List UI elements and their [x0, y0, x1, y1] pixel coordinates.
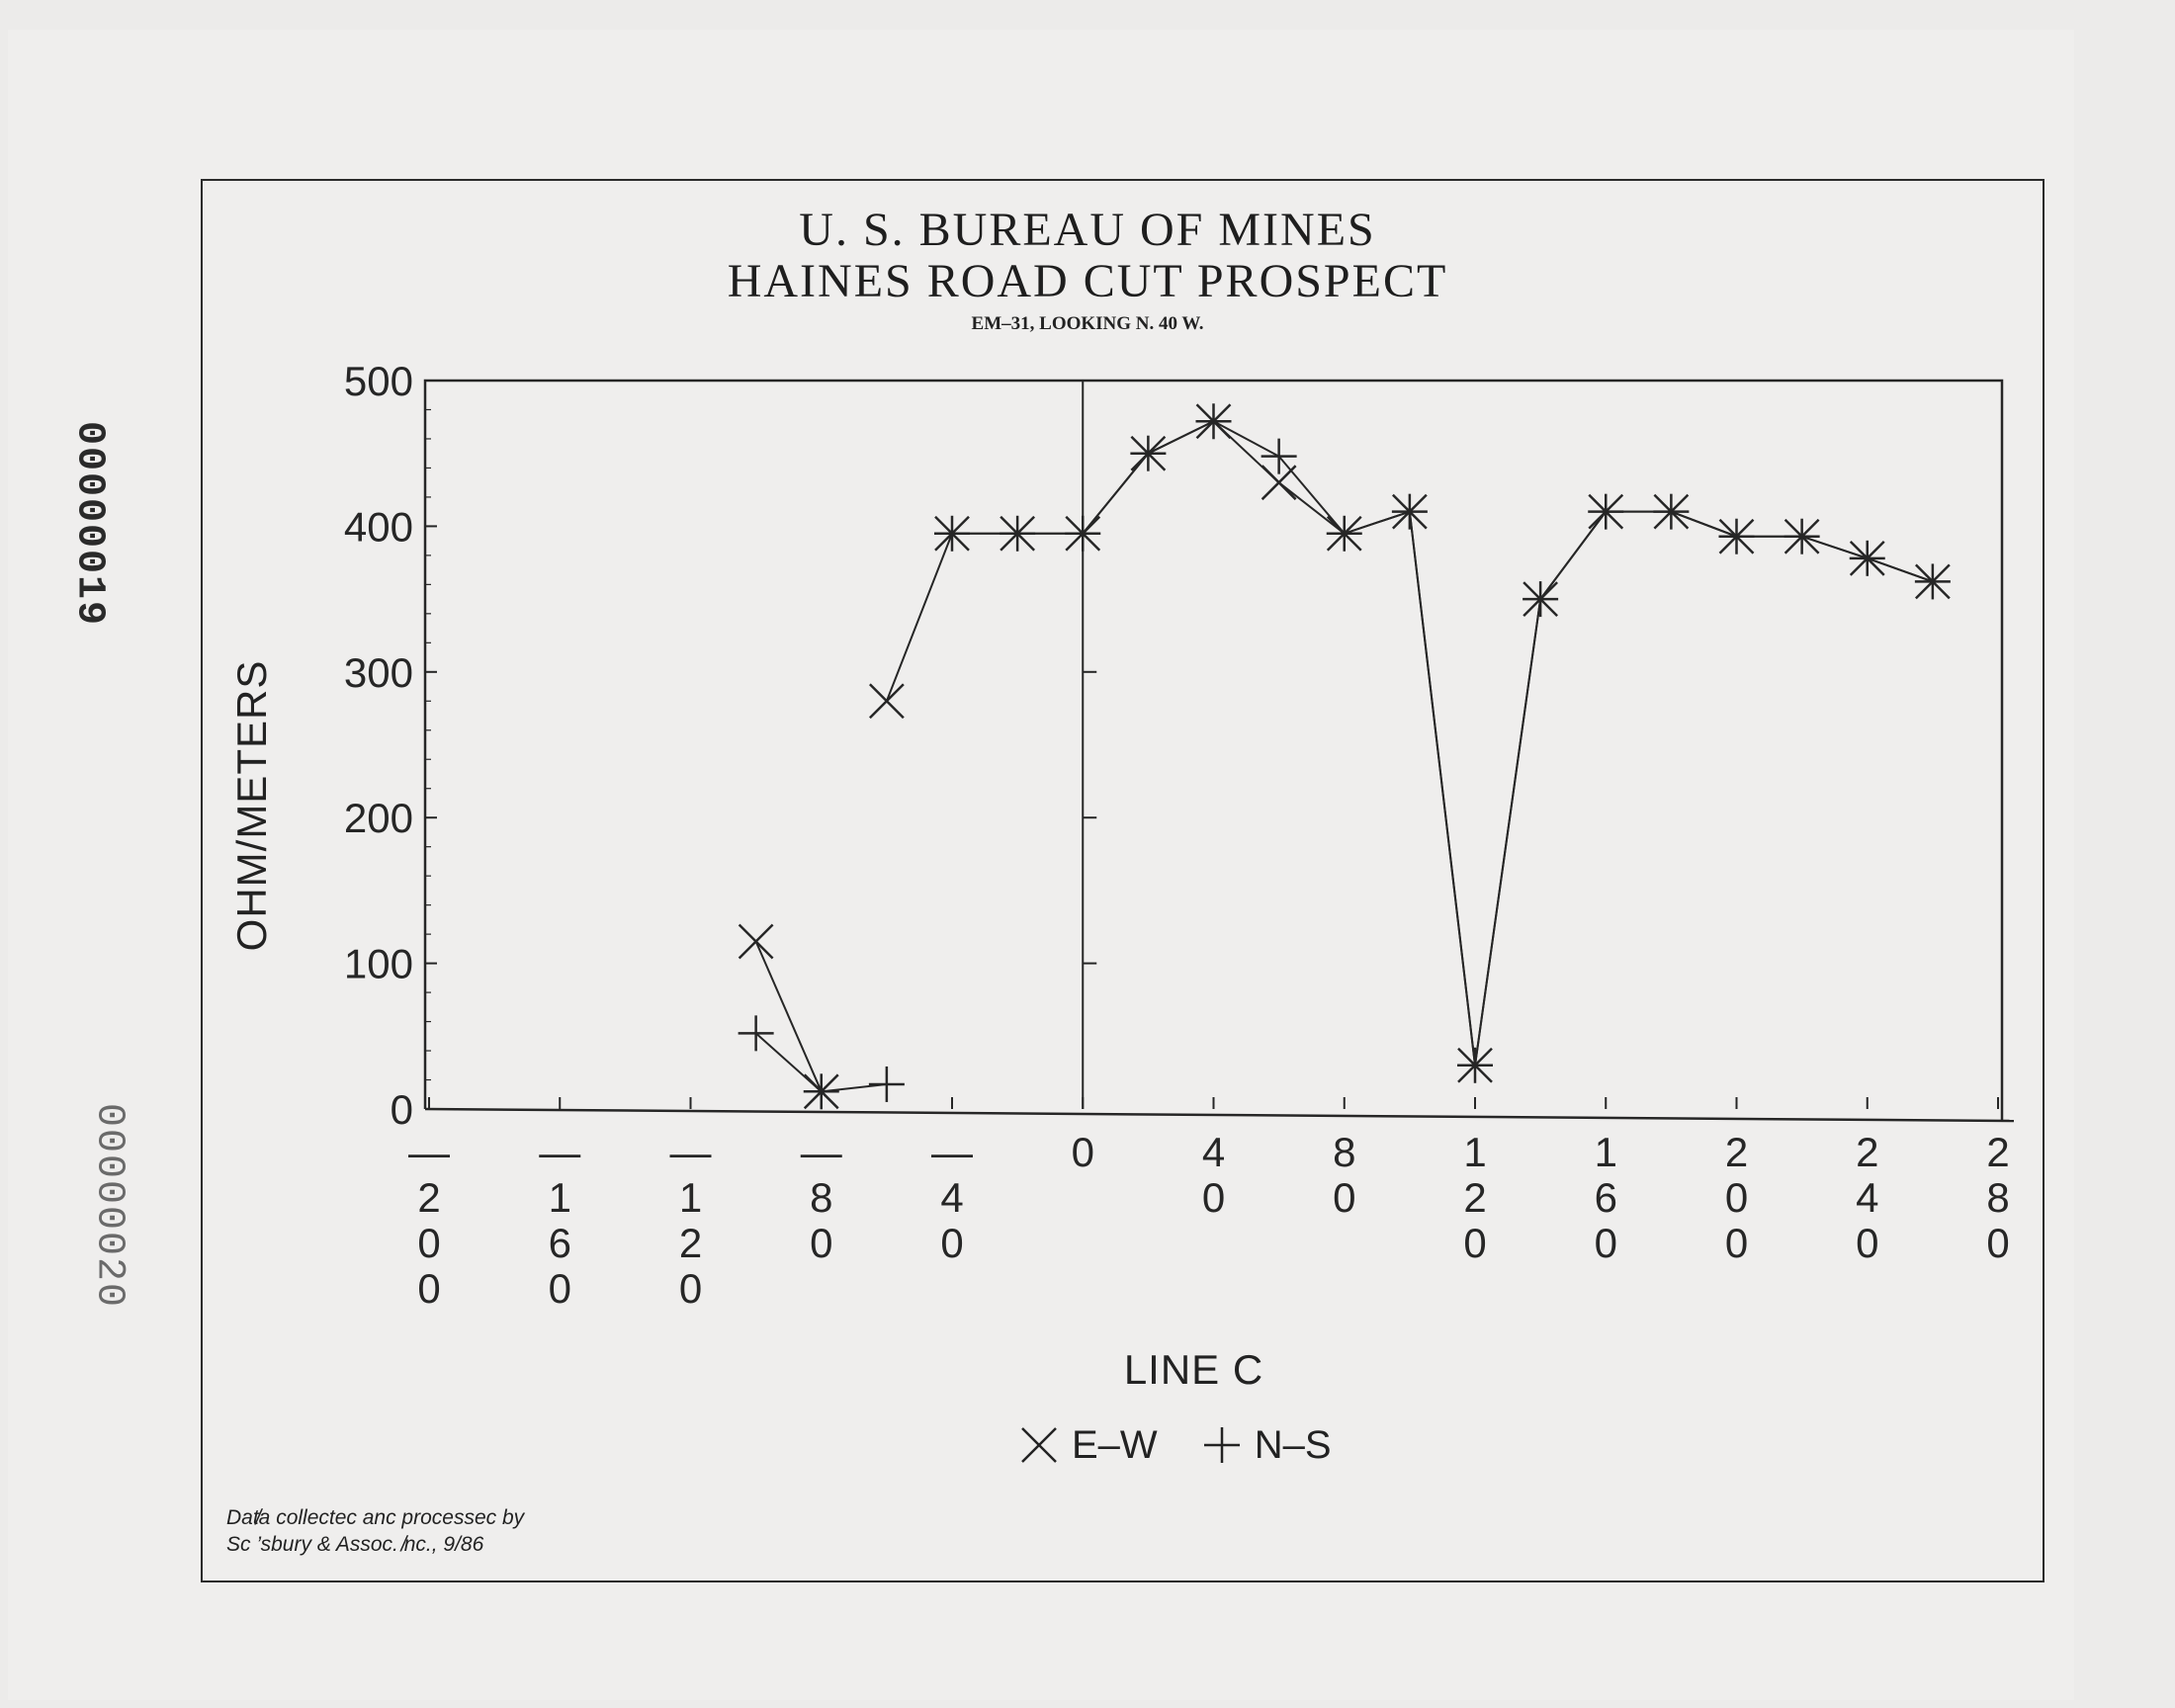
x-tick-label: 1: [1595, 1129, 1617, 1175]
ns-data-point: [1457, 1047, 1493, 1083]
paper-sheet: [8, 30, 2074, 1700]
y-tick-label: 100: [344, 941, 413, 987]
ns-series-line: [952, 420, 1934, 1066]
ns-data-point: [1653, 493, 1690, 530]
x-tick-label: 0: [549, 1265, 571, 1312]
y-tick-label: 300: [344, 649, 413, 696]
x-tick-label: 2: [417, 1174, 440, 1221]
y-tick-label: 0: [391, 1086, 413, 1133]
y-tick-label: 200: [344, 795, 413, 841]
ns-data-point: [868, 1066, 905, 1102]
ns-data-point: [1849, 540, 1885, 576]
ns-data-point: [1522, 581, 1559, 618]
x-tick-label: 8: [1333, 1129, 1355, 1175]
x-tick-label: 0: [679, 1265, 702, 1312]
ns-data-point: [1391, 493, 1428, 530]
legend-item-ns: N–S: [1201, 1423, 1332, 1468]
x-tick-label: 0: [417, 1265, 440, 1312]
x-tick-label: 0: [1463, 1220, 1486, 1266]
x-tick-label: 1: [679, 1174, 702, 1221]
x-tick-label: 0: [1725, 1220, 1748, 1266]
chart-subtitle: HAINES ROAD CUT PROSPECT: [727, 255, 1448, 307]
x-tick-label: 2: [1986, 1129, 2009, 1175]
x-tick-label: 2: [1856, 1129, 1878, 1175]
x-tick-label: 0: [1986, 1220, 2009, 1266]
x-tick-label: 2: [1725, 1129, 1748, 1175]
x-tick-label: 0: [1856, 1220, 1878, 1266]
x-tick-label: 0: [810, 1220, 832, 1266]
ew-data-point: [738, 923, 774, 960]
ew-series-line: [754, 941, 823, 1092]
ns-data-point: [738, 1015, 774, 1052]
x-tick-label: —: [931, 1129, 973, 1175]
ns-data-point: [1065, 515, 1101, 552]
ns-data-point: [1588, 493, 1624, 530]
ns-data-point: [1718, 518, 1755, 555]
x-tick-label: 0: [417, 1220, 440, 1266]
x-tick-label: 4: [1856, 1174, 1878, 1221]
chart-title: U. S. BUREAU OF MINES: [799, 204, 1376, 256]
x-tick-label: —: [801, 1129, 842, 1175]
plus-marker-icon: [1203, 1427, 1240, 1463]
x-tick-label: 0: [1725, 1174, 1748, 1221]
x-marker-icon: [1021, 1427, 1057, 1463]
legend-label-ns: N–S: [1254, 1422, 1332, 1467]
x-tick-label: —: [670, 1129, 712, 1175]
x-tick-label: 6: [1595, 1174, 1617, 1221]
ns-data-point: [1914, 563, 1951, 600]
x-tick-label: 6: [549, 1220, 571, 1266]
ns-data-point: [1261, 438, 1297, 474]
x-tick-label: 0: [940, 1220, 963, 1266]
ns-data-point: [1000, 515, 1036, 552]
x-tick-label: 4: [940, 1174, 963, 1221]
ns-data-point: [1130, 435, 1167, 471]
credit-line-1: Dat̸a collectec anc processec by: [226, 1506, 525, 1529]
legend: E–W N–S: [1018, 1415, 1361, 1475]
x-tick-label: 2: [679, 1220, 702, 1266]
x-tick-label: 0: [1072, 1129, 1094, 1175]
x-tick-label: 8: [810, 1174, 832, 1221]
credit-note: Dat̸a collectec anc processec by Sc ’sbu…: [226, 1504, 524, 1558]
ns-data-point: [1195, 403, 1232, 440]
ew-data-point: [1261, 465, 1297, 501]
x-tick-label: 0: [1595, 1220, 1617, 1266]
x-tick-label: 1: [1463, 1129, 1486, 1175]
x-tick-label: 2: [1463, 1174, 1486, 1221]
x-tick-label: 4: [1202, 1129, 1225, 1175]
plot-border: [423, 379, 2004, 1121]
chart-frame: [201, 179, 2044, 1582]
x-axis-label: LINE C: [1123, 1346, 1264, 1393]
ns-data-point: [934, 515, 970, 552]
ns-data-point: [1326, 515, 1362, 552]
legend-label-ew: E–W: [1072, 1422, 1158, 1467]
legend-item-ew: E–W: [1018, 1423, 1158, 1468]
y-tick-label: 500: [344, 358, 413, 404]
ns-data-point: [803, 1073, 839, 1110]
x-tick-label: —: [408, 1129, 450, 1175]
credit-line-2: Sc ’sbury & Assoc. ̸nc., 9/86: [226, 1533, 484, 1556]
x-tick-label: 8: [1986, 1174, 2009, 1221]
x-tick-label: 1: [549, 1174, 571, 1221]
x-tick-label: —: [539, 1129, 580, 1175]
x-tick-label: 0: [1202, 1174, 1225, 1221]
ns-data-point: [1784, 518, 1820, 555]
x-axis-line: [424, 1107, 2015, 1123]
y-tick-label: 400: [344, 503, 413, 550]
x-tick-label: 0: [1333, 1174, 1355, 1221]
ew-data-point: [868, 683, 905, 720]
chart-note: EM–31, LOOKING N. 40 W.: [971, 313, 1204, 334]
